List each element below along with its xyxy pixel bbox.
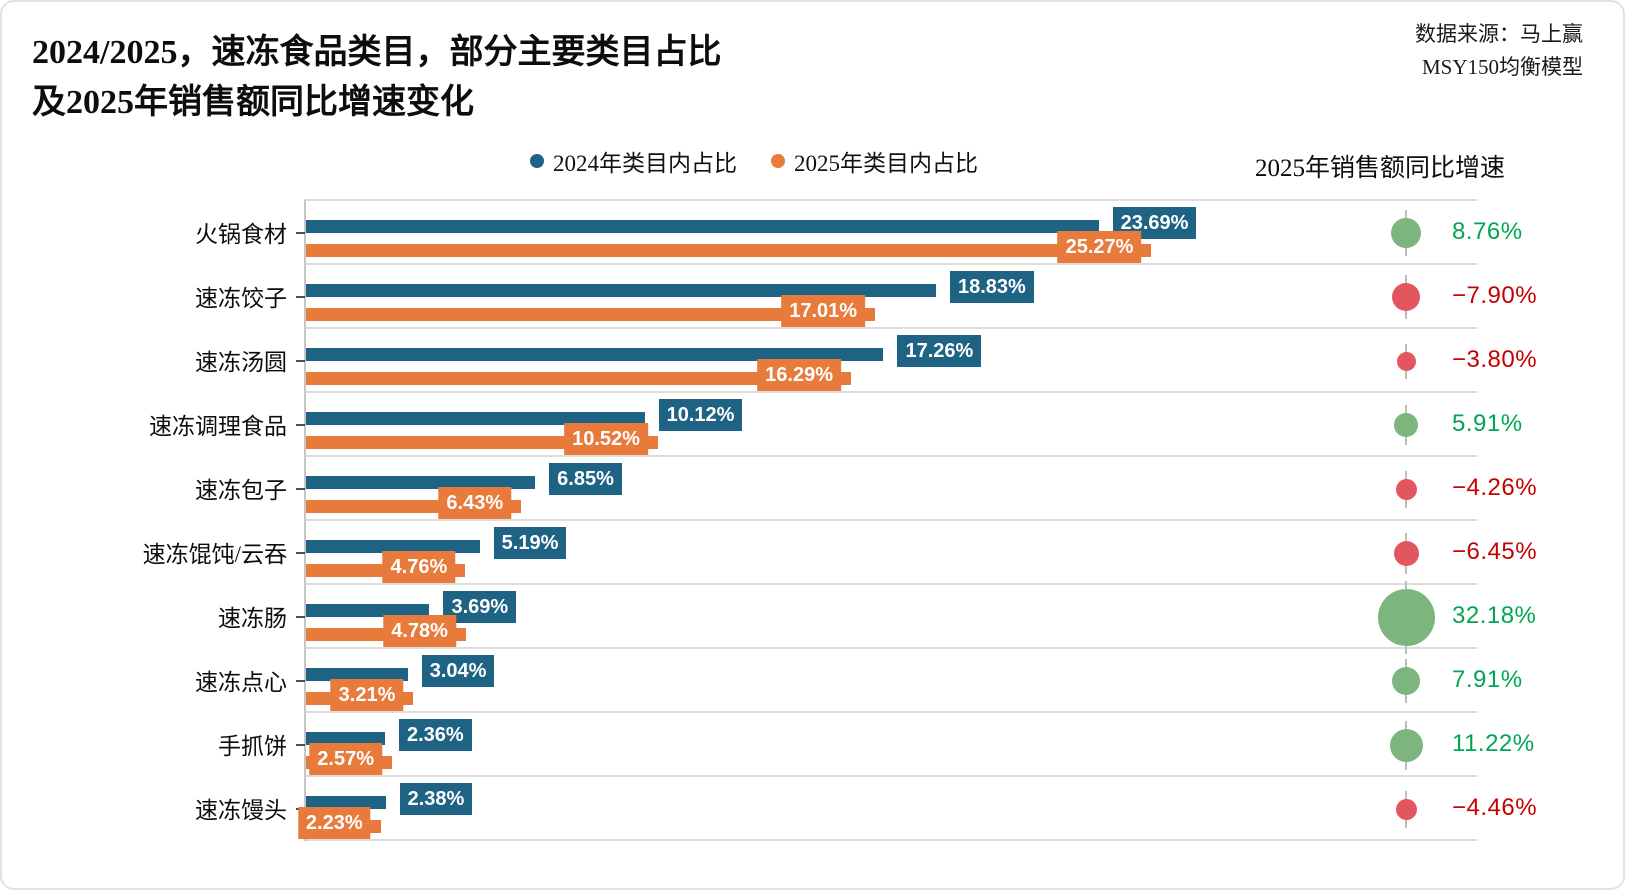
category-row: 速冻饺子 18.83% 17.01% −7.90% [195,265,1537,329]
title-line-1: 2024/2025，速冻食品类目，部分主要类目占比 [32,34,722,71]
growth-value-label: 5.91% [1452,410,1523,437]
growth-value-label: −4.46% [1452,794,1538,821]
source-line-1: 数据来源：马上赢 [1415,22,1583,46]
legend-item-2025: 2025年类目内占比 [771,144,978,178]
bar-2024 [306,796,386,809]
bar-value-label-2025: 2.57% [309,743,382,775]
axis-tick [296,232,305,234]
bar-2024 [306,540,480,553]
bar-value-label-2024: 3.04% [421,655,495,687]
growth-bubble [1394,413,1418,437]
bar-value-label-2025: 3.21% [330,679,404,711]
category-label: 手抓饼 [218,734,287,759]
category-row: 速冻汤圆 17.26% 16.29% −3.80% [195,329,1537,393]
axis-tick [296,552,305,554]
bar-value-label-2024: 2.36% [398,719,472,751]
bar-value-label-2024: 2.38% [399,783,473,815]
growth-bubble [1392,283,1420,311]
category-row: 火锅食材 23.69% 25.27% 8.76% [195,201,1522,265]
category-label: 速冻肠 [218,606,287,631]
bar-2025 [306,372,852,385]
category-row: 速冻肠 3.69% 4.78% 32.18% [218,580,1536,654]
axis-tick [296,744,305,746]
bar-2024 [306,668,408,681]
page-title: 2024/2025，速冻食品类目，部分主要类目占比 及2025年销售额同比增速变… [32,28,721,128]
bar-value-label-2025: 2.23% [297,807,371,839]
growth-bubble [1391,218,1421,248]
bar-2024 [306,476,536,489]
legend-dot-icon [771,154,785,168]
bar-2025 [306,244,1152,257]
growth-bubble [1395,478,1417,500]
category-label: 速冻汤圆 [195,350,287,375]
growth-value-label: 7.91% [1452,666,1523,693]
category-label: 速冻点心 [195,670,287,695]
growth-bubble [1393,540,1419,566]
legend-label: 2024年类目内占比 [553,151,737,176]
growth-value-label: 8.76% [1452,218,1523,245]
bar-value-label-2025: 17.01% [781,295,866,327]
category-label: 火锅食材 [195,222,287,247]
category-label: 速冻饺子 [195,286,287,311]
bar-value-label-2025: 16.29% [757,359,842,391]
bar-value-label-2024: 6.85% [549,463,622,495]
bar-2024 [306,604,430,617]
source-line-2: MSY150均衡模型 [1421,55,1583,79]
bar-value-label-2024: 10.12% [658,399,743,431]
category-label: 速冻调理食品 [149,414,287,439]
title-line-2: 及2025年销售额同比增速变化 [32,84,474,121]
category-row: 速冻包子 6.85% 6.43% −4.26% [195,457,1537,521]
category-row: 速冻调理食品 10.12% 10.52% 5.91% [149,393,1522,457]
bar-2024 [306,732,385,745]
growth-column-header: 2025年销售额同比增速 [1255,155,1506,182]
bar-value-label-2025: 4.78% [383,615,456,647]
bar-value-label-2025: 10.52% [564,423,648,455]
legend: 2024年类目内占比 2025年类目内占比 [530,144,978,178]
growth-value-label: 32.18% [1452,602,1537,629]
legend-item-2024: 2024年类目内占比 [530,144,737,178]
bar-value-label-2025: 6.43% [438,487,512,519]
growth-value-label: −7.90% [1452,282,1538,309]
bar-value-label-2025: 25.27% [1057,231,1142,263]
legend-dot-icon [530,154,544,168]
category-row: 速冻馄饨/云吞 5.19% 4.76% −6.45% [143,521,1537,585]
category-row: 手抓饼 2.36% 2.57% 11.22% [218,713,1534,777]
axis-tick [296,296,305,298]
bar-2025 [306,308,876,321]
axis-tick [296,616,305,618]
growth-value-label: −6.45% [1452,538,1538,565]
bar-2024 [306,284,936,297]
category-row: 速冻点心 3.04% 3.21% 7.91% [195,649,1522,713]
data-source: 数据来源：马上赢 MSY150均衡模型 [1415,18,1583,84]
bar-value-label-2024: 5.19% [493,527,567,559]
bar-value-label-2024: 18.83% [949,271,1034,303]
bar-value-label-2025: 4.76% [382,551,456,583]
growth-bubble [1377,588,1435,646]
growth-bubble [1392,667,1420,695]
plot-area: 火锅食材 23.69% 25.27% 8.76% 速冻饺子 18.83% 17.01% −7.… [143,199,1537,841]
bar-2024 [306,220,1099,233]
bar-value-label-2024: 17.26% [897,335,982,367]
bar-2024 [306,412,645,425]
growth-bubble [1389,728,1423,762]
axis-tick [296,360,305,362]
axis-tick [296,680,305,682]
growth-bubble [1396,351,1416,371]
category-label: 速冻馄饨/云吞 [142,542,287,567]
growth-value-label: −3.80% [1452,346,1538,373]
bar-value-label-2024: 3.69% [443,591,517,623]
axis-tick [296,488,305,490]
bar-2024 [306,348,884,361]
growth-value-label: −4.26% [1452,474,1538,501]
category-label: 速冻包子 [195,478,287,503]
growth-bubble [1395,798,1417,820]
growth-value-label: 11.22% [1452,730,1535,757]
legend-label: 2025年类目内占比 [794,151,978,176]
category-row: 速冻馒头 2.38% 2.23% −4.46% [195,777,1537,841]
axis-tick [296,424,305,426]
category-label: 速冻馒头 [195,798,287,823]
